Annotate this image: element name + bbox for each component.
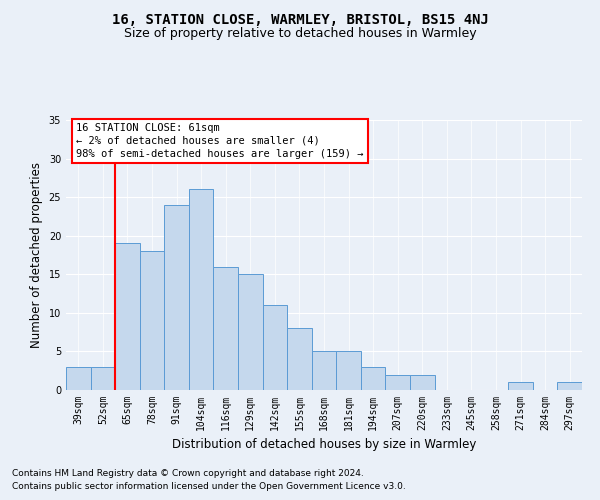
Bar <box>361 367 385 390</box>
Bar <box>336 352 361 390</box>
Bar <box>263 305 287 390</box>
Text: Contains HM Land Registry data © Crown copyright and database right 2024.: Contains HM Land Registry data © Crown c… <box>12 468 364 477</box>
Bar <box>91 367 115 390</box>
Bar <box>238 274 263 390</box>
Bar <box>312 352 336 390</box>
Text: 16, STATION CLOSE, WARMLEY, BRISTOL, BS15 4NJ: 16, STATION CLOSE, WARMLEY, BRISTOL, BS1… <box>112 12 488 26</box>
X-axis label: Distribution of detached houses by size in Warmley: Distribution of detached houses by size … <box>172 438 476 452</box>
Bar <box>115 244 140 390</box>
Y-axis label: Number of detached properties: Number of detached properties <box>30 162 43 348</box>
Bar <box>385 374 410 390</box>
Bar <box>189 190 214 390</box>
Bar <box>287 328 312 390</box>
Bar <box>410 374 434 390</box>
Text: Contains public sector information licensed under the Open Government Licence v3: Contains public sector information licen… <box>12 482 406 491</box>
Text: 16 STATION CLOSE: 61sqm
← 2% of detached houses are smaller (4)
98% of semi-deta: 16 STATION CLOSE: 61sqm ← 2% of detached… <box>76 122 364 159</box>
Bar <box>557 382 582 390</box>
Bar <box>140 251 164 390</box>
Bar <box>164 205 189 390</box>
Bar <box>508 382 533 390</box>
Bar <box>214 266 238 390</box>
Bar <box>66 367 91 390</box>
Text: Size of property relative to detached houses in Warmley: Size of property relative to detached ho… <box>124 28 476 40</box>
